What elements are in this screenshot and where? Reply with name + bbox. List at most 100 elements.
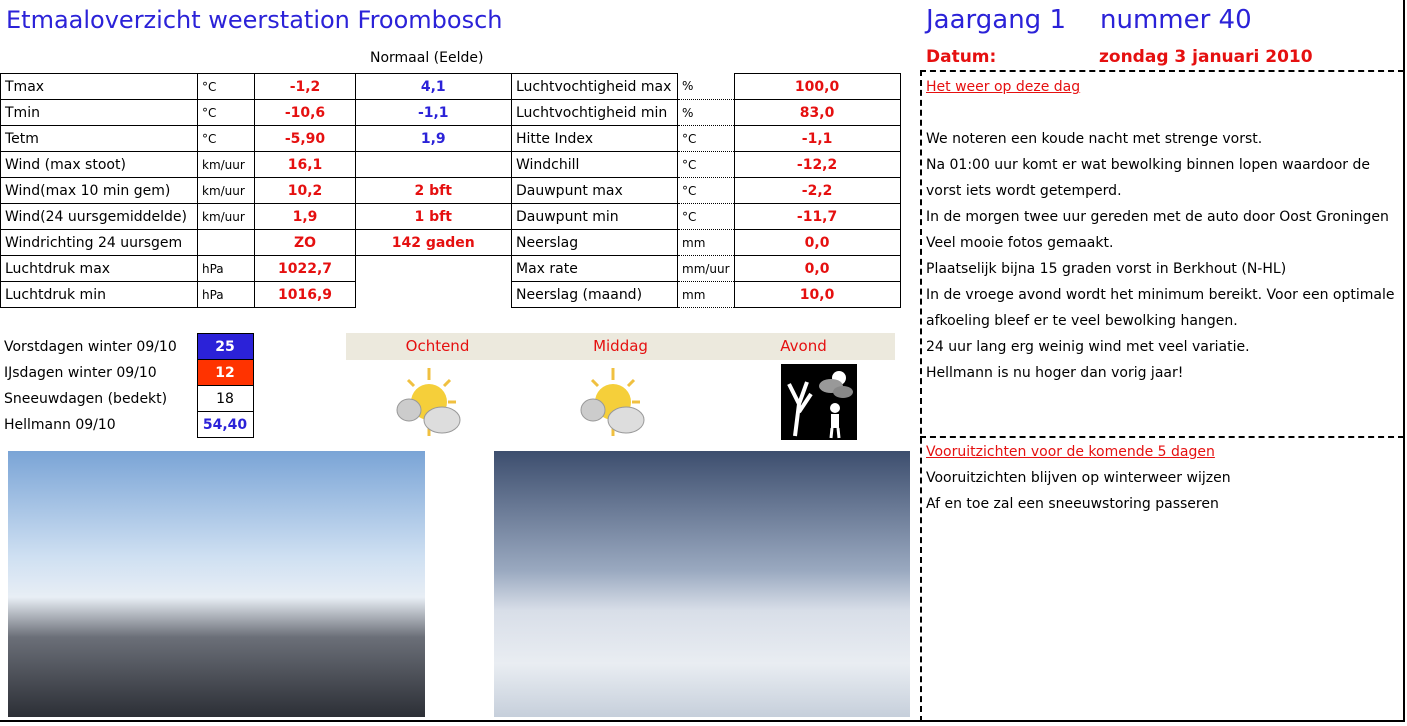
row-unit: mm [677,281,735,308]
row-normal: 1,9 [355,125,511,152]
normal-label: Normaal (Eelde) [370,50,484,66]
stat-label: IJsdagen winter 09/10 [4,364,157,381]
row-normal [356,282,511,308]
table-row: Wind(max 10 min gem) km/uur 10,2 2 bft [0,177,511,204]
row-value: -10,6 [254,99,356,126]
row-normal [355,151,511,178]
divider-mid [920,436,1404,438]
row-label: Luchtdruk max [0,255,198,282]
weather-today-heading: Het weer op deze dag [926,79,1081,95]
table-row: Tmin °C -10,6 -1,1 [0,99,511,126]
row-value: 10,2 [254,177,356,204]
daypart-avond: Avond [780,337,827,355]
row-unit: °C [677,177,735,204]
outlook-text: Vooruitzichten blijven op winterweer wij… [926,465,1231,517]
row-label: Windrichting 24 uursgem [0,229,198,256]
row-value: -11,7 [733,203,901,230]
row-unit: °C [197,99,255,126]
text-line: Vooruitzichten blijven op winterweer wij… [926,470,1231,486]
table-row: Neerslag (maand) mm 10,0 [511,281,901,308]
page-title: Etmaaloverzicht weerstation Froombosch [6,6,503,34]
row-value: 10,0 [733,281,901,308]
daypart-middag: Middag [593,337,648,355]
table-row: Luchtvochtigheid min% 83,0 [511,99,901,126]
text-line: Plaatselijk bijna 15 graden vorst in Ber… [926,261,1287,277]
row-unit: % [677,99,735,126]
text-line: afkoeling bleef er te veel bewolking han… [926,313,1238,329]
weather-today-text: We noteren een koude nacht met strenge v… [926,100,1402,386]
table-row: Dauwpunt min °C -11,7 [511,203,901,230]
row-unit: km/uur [197,151,255,178]
text-line: Na 01:00 uur komt er wat bewolking binne… [926,157,1370,173]
row-label: Neerslag [511,229,678,256]
daypart-bar: Ochtend Middag Avond [346,333,895,360]
right-data-table: Luchtvochtigheid max% 100,0 Luchtvochtighe… [511,73,901,308]
stat-value: 12 [196,359,254,386]
table-row: Tmax °C -1,2 4,1 [0,73,511,100]
row-label: Dauwpunt min [511,203,678,230]
datum-label: Datum: [926,47,997,67]
windy-night-icon [781,364,857,440]
left-data-table: Tmax °C -1,2 4,1 Tmin °C -10,6 -1,1 Tetm °C -5,90 1… [0,73,511,308]
row-label: Luchtdruk min [0,281,198,308]
row-value: 1022,7 [254,255,356,282]
row-value: 83,0 [733,99,901,126]
row-unit: hPa [197,281,255,308]
row-value: -1,1 [733,125,901,152]
photo-snowy-tree [494,451,910,717]
row-unit: hPa [197,255,255,282]
text-line: vorst iets wordt getemperd. [926,183,1122,199]
row-unit: km/uur [197,203,255,230]
row-unit: °C [677,203,735,230]
bottom-border [0,720,1404,722]
stat-value: 18 [196,385,254,412]
row-label: Windchill [511,151,678,178]
text-line: Af en toe zal een sneeuwstoring passeren [926,496,1219,512]
row-label: Luchtvochtigheid min [511,99,678,126]
table-row: Luchtdruk max hPa 1022,7 [0,255,511,282]
table-row: Wind (max stoot) km/uur 16,1 [0,151,511,178]
row-normal: 4,1 [355,73,511,100]
partly-cloudy-icon [580,368,645,436]
row-value: 100,0 [733,73,901,100]
stat-label: Vorstdagen winter 09/10 [4,338,177,355]
row-label: Dauwpunt max [511,177,678,204]
nummer: nummer 40 [1100,5,1252,35]
outlook-heading: Vooruitzichten voor de komende 5 dagen [926,444,1215,460]
table-row: Luchtvochtigheid max% 100,0 [511,73,901,100]
row-unit: mm [677,229,735,256]
table-row: Dauwpunt max °C -2,2 [511,177,901,204]
row-label: Hitte Index [511,125,678,152]
stat-label: Sneeuwdagen (bedekt) [4,390,168,407]
text-line: In de vroege avond wordt het minimum ber… [926,287,1395,303]
row-value: -1,2 [254,73,356,100]
row-value: -12,2 [733,151,901,178]
datum-value: zondag 3 januari 2010 [1099,47,1313,67]
partly-cloudy-icon [396,368,461,436]
table-row: Wind(24 uursgemiddelde) km/uur 1,9 1 bft [0,203,511,230]
stat-row: Hellmann 09/10 54,40 [0,411,254,438]
row-value: -2,2 [733,177,901,204]
row-unit: °C [677,151,735,178]
row-normal: -1,1 [355,99,511,126]
row-label: Tmax [0,73,198,100]
right-border [1403,0,1405,722]
row-unit: % [677,73,735,100]
daypart-ochtend: Ochtend [405,337,470,355]
jaargang: Jaargang 1 [926,5,1066,35]
stat-value: 54,40 [196,411,254,438]
table-row: Windrichting 24 uursgem ZO 142 gaden [0,229,511,256]
row-value: ZO [254,229,356,256]
text-line: Hellmann is nu hoger dan vorig jaar! [926,365,1184,381]
text-line: We noteren een koude nacht met strenge v… [926,131,1263,147]
row-normal [356,256,511,282]
row-value: 1016,9 [254,281,356,308]
row-unit: km/uur [197,177,255,204]
row-value: 0,0 [733,229,901,256]
row-unit: °C [677,125,735,152]
row-value: 16,1 [254,151,356,178]
stat-label: Hellmann 09/10 [4,416,116,433]
row-label: Max rate [511,255,678,282]
row-unit [197,229,255,256]
row-label: Tetm [0,125,198,152]
